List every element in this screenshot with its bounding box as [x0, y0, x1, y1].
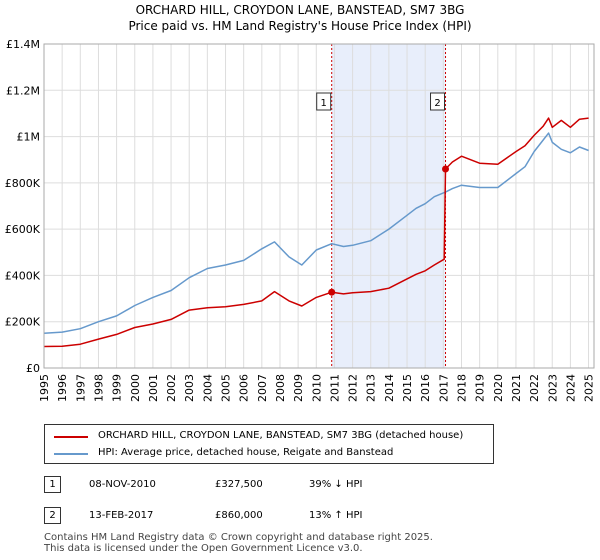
marker-badge [430, 92, 446, 111]
marker-badge [316, 92, 332, 111]
plot-border [43, 43, 595, 369]
legend: ORCHARD HILL, CROYDON LANE, BANSTEAD, SM… [44, 424, 494, 464]
x-tick-label: 2016 [419, 374, 432, 402]
sale-point [328, 288, 336, 296]
legend-item-hpi: HPI: Average price, detached house, Reig… [45, 445, 493, 463]
x-tick-label: 2008 [274, 374, 287, 402]
series-line-property [43, 117, 589, 348]
y-tick-label: £0 [26, 362, 40, 375]
x-tick-label: 2003 [183, 374, 196, 402]
x-tick-label: 2019 [474, 374, 487, 402]
chart-subtitle: Price paid vs. HM Land Registry's House … [128, 19, 472, 33]
x-tick-label: 2021 [510, 374, 523, 402]
x-tick-label: 2004 [201, 374, 214, 402]
x-tick-label: 2013 [365, 374, 378, 402]
x-tick-label: 2002 [165, 374, 178, 402]
legend-item-property: ORCHARD HILL, CROYDON LANE, BANSTEAD, SM… [45, 428, 493, 446]
x-tick-label: 2010 [310, 374, 323, 402]
y-tick-label: £1.4M [6, 38, 40, 51]
transaction-row: 1 08-NOV-2010 £327,500 39% ↓ HPI [44, 476, 564, 496]
marker-badge-label: 1 [321, 98, 327, 109]
x-tick-label: 2020 [492, 374, 505, 402]
x-tick-label: 2025 [583, 374, 596, 402]
chart-title: ORCHARD HILL, CROYDON LANE, BANSTEAD, SM… [135, 3, 465, 17]
x-tick-label: 2001 [147, 374, 160, 402]
legend-swatch-property [54, 436, 88, 438]
footer-licence: This data is licensed under the Open Gov… [44, 543, 363, 554]
x-tick-label: 2000 [129, 374, 142, 402]
x-tick-label: 2011 [328, 374, 341, 402]
y-tick-label: £200K [5, 316, 41, 329]
series-line-hpi [43, 132, 589, 335]
x-tick-label: 2012 [347, 374, 360, 402]
y-tick-label: £800K [5, 177, 41, 190]
price-chart: £0 £200K £400K £600K £800K £1M £1.2M £1.4M 1995 1… [5, 38, 596, 402]
y-tick-label: £1.2M [6, 84, 40, 97]
transaction-row: 2 13-FEB-2017 £860,000 13% ↑ HPI [44, 507, 564, 527]
x-tick-label: 2018 [455, 374, 468, 402]
x-tick-label: 1999 [111, 374, 124, 402]
transaction-date: 13-FEB-2017 [89, 510, 154, 521]
y-tick-label: £600K [5, 223, 41, 236]
x-tick-label: 2009 [292, 374, 305, 402]
sale-point [442, 165, 450, 173]
x-tick-label: 2024 [564, 374, 577, 402]
x-tick-label: 1995 [38, 374, 51, 402]
transaction-price: £327,500 [215, 479, 263, 490]
transaction-badge: 2 [44, 507, 61, 524]
x-tick-label: 2017 [437, 374, 450, 402]
x-tick-label: 2022 [528, 374, 541, 402]
x-tick-label: 2023 [546, 374, 559, 402]
x-tick-label: 2014 [383, 374, 396, 402]
x-tick-label: 2006 [238, 374, 251, 402]
legend-label-property: ORCHARD HILL, CROYDON LANE, BANSTEAD, SM… [98, 430, 464, 441]
x-tick-label: 2015 [401, 374, 414, 402]
transaction-hpi: 13% ↑ HPI [309, 510, 363, 521]
footer-copyright: Contains HM Land Registry data © Crown c… [44, 532, 433, 543]
transaction-badge: 1 [44, 476, 61, 493]
legend-swatch-hpi [54, 453, 88, 455]
x-tick-label: 2007 [256, 374, 269, 402]
transaction-price: £860,000 [215, 510, 263, 521]
legend-label-hpi: HPI: Average price, detached house, Reig… [98, 447, 394, 458]
y-tick-label: £400K [5, 269, 41, 282]
x-tick-label: 1998 [92, 374, 105, 402]
transaction-date: 08-NOV-2010 [89, 479, 156, 490]
marker-badge-label: 2 [434, 98, 440, 109]
y-tick-label: £1M [17, 131, 41, 144]
x-tick-label: 1996 [56, 374, 69, 402]
x-tick-label: 2005 [220, 374, 233, 402]
x-tick-label: 1997 [74, 374, 87, 402]
transaction-hpi: 39% ↓ HPI [309, 479, 363, 490]
